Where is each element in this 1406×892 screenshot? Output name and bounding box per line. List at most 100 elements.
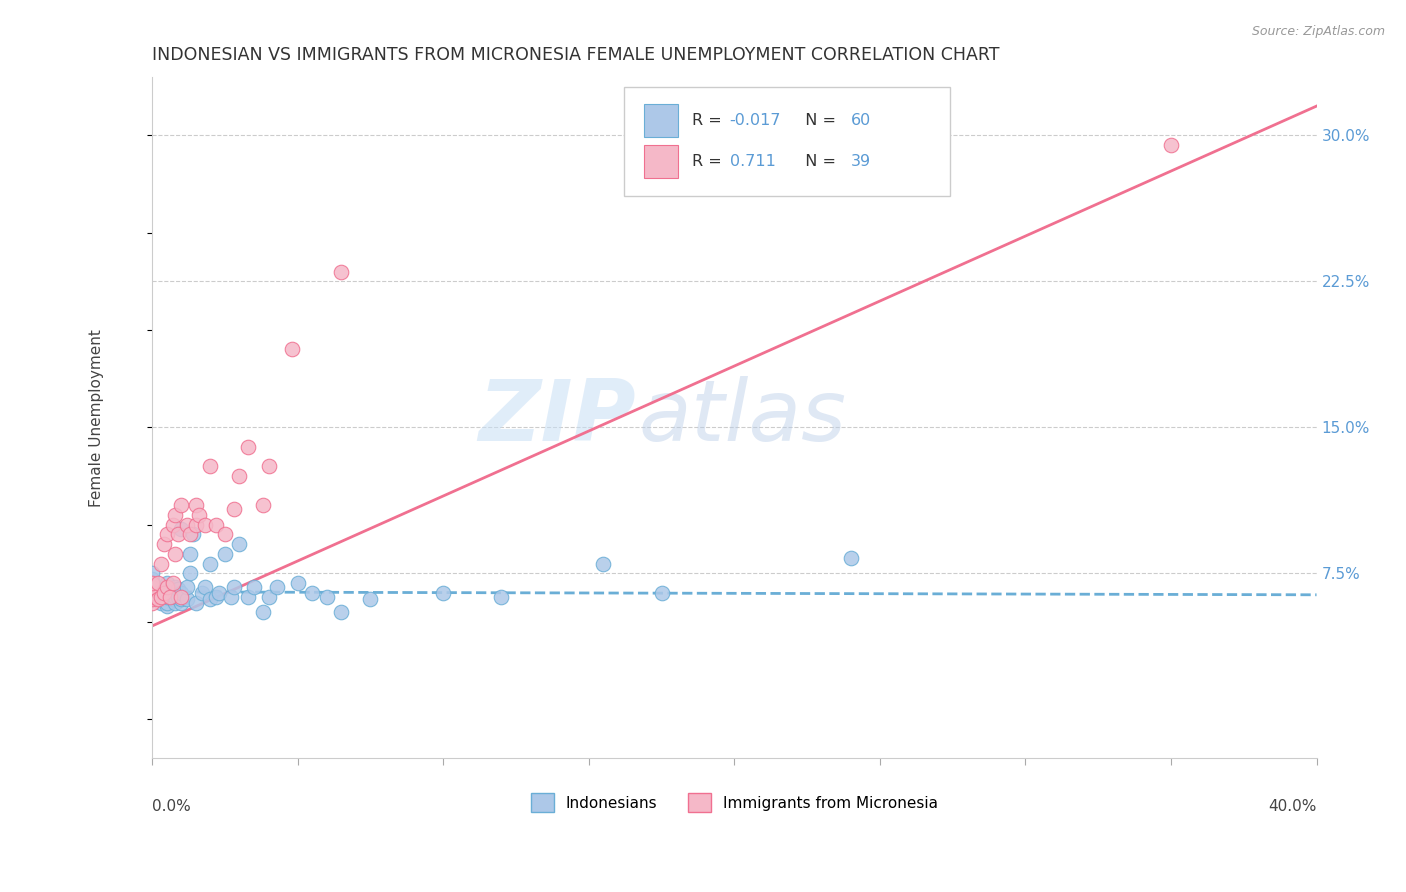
Point [181, 527, 204, 541]
Point [193, 580, 215, 594]
Point [257, 459, 280, 474]
Legend: Indonesians, Immigrants from Micronesia: Indonesians, Immigrants from Micronesia [530, 793, 938, 812]
Point [156, 596, 179, 610]
Point [152, 580, 174, 594]
Point [165, 596, 187, 610]
Point [214, 547, 236, 561]
Text: N =: N = [794, 113, 841, 128]
Point [228, 537, 250, 551]
Point [152, 590, 174, 604]
Point [162, 576, 184, 591]
Point [205, 517, 228, 532]
FancyBboxPatch shape [624, 87, 950, 196]
Text: Female Unemployment: Female Unemployment [89, 328, 104, 507]
Point [170, 590, 193, 604]
Point [156, 576, 179, 591]
Point [190, 586, 212, 600]
Text: 0.0%: 0.0% [152, 799, 191, 814]
Point [287, 576, 309, 591]
Point [252, 498, 274, 512]
Point [165, 580, 187, 594]
Point [200, 459, 222, 474]
Point [1160, 138, 1182, 153]
Point [491, 590, 513, 604]
Point [176, 591, 198, 606]
Point [176, 517, 198, 532]
Point [432, 586, 454, 600]
Bar [644, 104, 679, 136]
Point [315, 590, 337, 604]
Text: INDONESIAN VS IMMIGRANTS FROM MICRONESIA FEMALE UNEMPLOYMENT CORRELATION CHART: INDONESIAN VS IMMIGRANTS FROM MICRONESIA… [152, 46, 1000, 64]
Point [159, 590, 181, 604]
Point [162, 586, 184, 600]
Point [146, 591, 169, 606]
Point [152, 537, 174, 551]
Point [149, 596, 172, 610]
Point [187, 508, 209, 522]
Text: 60: 60 [851, 113, 872, 128]
Text: -0.017: -0.017 [730, 113, 782, 128]
Point [205, 590, 228, 604]
Point [184, 498, 207, 512]
Point [141, 576, 163, 591]
Point [141, 590, 163, 604]
Point [141, 576, 163, 591]
Point [141, 586, 163, 600]
Point [839, 550, 862, 565]
Point [141, 591, 163, 606]
Point [222, 580, 245, 594]
Point [170, 586, 193, 600]
Point [146, 576, 169, 591]
Point [162, 591, 184, 606]
Point [165, 508, 187, 522]
Point [149, 586, 172, 600]
Text: R =: R = [692, 154, 727, 169]
Text: ZIP: ZIP [478, 376, 636, 459]
Point [214, 527, 236, 541]
Point [238, 590, 260, 604]
Point [243, 580, 266, 594]
Point [141, 566, 163, 581]
Point [165, 547, 187, 561]
Point [170, 498, 193, 512]
Point [193, 517, 215, 532]
Point [141, 590, 163, 604]
Point [152, 586, 174, 600]
Point [167, 582, 190, 596]
Bar [644, 145, 679, 178]
Point [651, 586, 673, 600]
Point [149, 590, 172, 604]
Point [219, 590, 242, 604]
Point [176, 580, 198, 594]
Point [281, 343, 304, 357]
Point [141, 580, 163, 594]
Text: R =: R = [692, 113, 727, 128]
Text: 40.0%: 40.0% [1268, 799, 1316, 814]
Point [200, 557, 222, 571]
Point [167, 590, 190, 604]
Point [179, 566, 201, 581]
Text: 0.711: 0.711 [730, 154, 776, 169]
Point [156, 580, 179, 594]
Point [141, 586, 163, 600]
Point [149, 591, 172, 606]
Text: N =: N = [794, 154, 841, 169]
Point [141, 580, 163, 594]
Point [184, 596, 207, 610]
Point [179, 527, 201, 541]
Point [184, 517, 207, 532]
Text: atlas: atlas [638, 376, 846, 459]
Point [156, 586, 179, 600]
Point [156, 599, 179, 614]
Point [156, 527, 179, 541]
Point [592, 557, 614, 571]
Point [330, 605, 353, 619]
Point [179, 547, 201, 561]
Point [141, 590, 163, 604]
Point [165, 590, 187, 604]
Point [167, 527, 190, 541]
Point [238, 440, 260, 454]
Point [301, 586, 323, 600]
Point [156, 590, 179, 604]
Point [141, 590, 163, 604]
